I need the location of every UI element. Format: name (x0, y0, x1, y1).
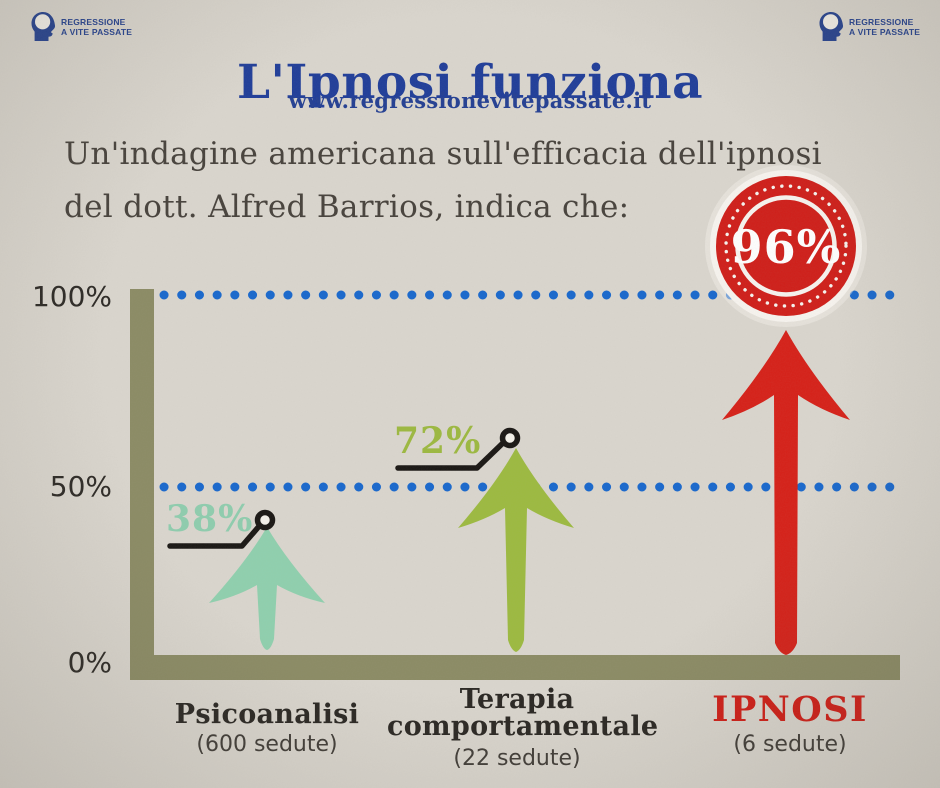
y-axis-bar (130, 289, 154, 680)
category-sessions: (22 sedute) (453, 746, 581, 771)
category-terapia: Terapia comportamentale (22 sedute) (387, 684, 659, 771)
x-axis-bar (130, 655, 900, 680)
category-psicoanalisi: Psicoanalisi (600 sedute) (137, 701, 397, 757)
value-label-ipnosi: 96% (730, 220, 842, 274)
ytick-0: 0% (67, 646, 112, 679)
category-label: Psicoanalisi (174, 699, 360, 730)
logo-text-line1: REGRESSIONE (849, 16, 914, 27)
brand-logo-right: REGRESSIONE A VITE PASSATE (818, 11, 920, 42)
logo-text-line2: A VITE PASSATE (61, 26, 133, 37)
arrow-ipnosi (722, 330, 850, 655)
intro-text-line1: Un'indagine americana sull'efficacia del… (64, 136, 822, 172)
head-profile-icon (819, 12, 844, 41)
head-profile-icon (31, 12, 56, 41)
category-ipnosi: IPNOSI (6 sedute) (660, 692, 920, 757)
ytick-100: 100% (31, 280, 112, 313)
category-sessions: (6 sedute) (733, 732, 847, 757)
brand-logo-left: REGRESSIONE A VITE PASSATE (30, 11, 132, 42)
logo-text-line1: REGRESSIONE (61, 16, 126, 27)
value-label-psicoanalisi: 38% (166, 498, 254, 540)
category-label-line1: Terapia (459, 684, 575, 715)
logo-text-line2: A VITE PASSATE (849, 26, 921, 37)
category-label: IPNOSI (712, 689, 868, 730)
value-label-terapia: 72% (394, 420, 482, 462)
category-sessions: (600 sedute) (196, 732, 338, 757)
arrow-terapia (458, 448, 574, 652)
category-label-line2: comportamentale (387, 711, 659, 742)
ytick-50: 50% (49, 470, 112, 503)
intro-text: Un'indagine americana sull'efficacia del… (64, 128, 894, 234)
website-url: www.regressionevitepassate.it (288, 88, 652, 113)
